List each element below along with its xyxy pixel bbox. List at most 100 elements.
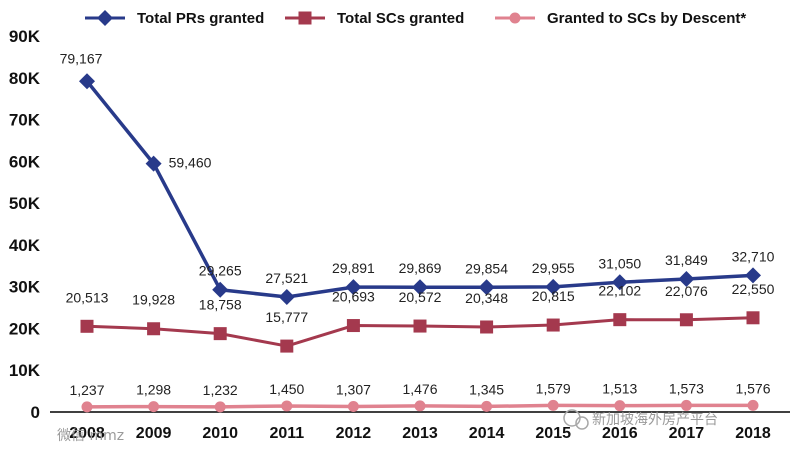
x-tick-label: 2008 bbox=[69, 425, 105, 442]
legend-label: Total PRs granted bbox=[137, 10, 264, 27]
y-tick-label: 20K bbox=[9, 319, 41, 338]
legend-item: Granted to SCs by Descent* bbox=[495, 10, 746, 27]
data-label: 1,307 bbox=[336, 382, 371, 398]
x-tick-label: 2010 bbox=[202, 425, 238, 442]
data-label: 27,521 bbox=[265, 270, 308, 286]
data-label: 1,513 bbox=[602, 381, 637, 397]
data-label: 1,579 bbox=[536, 380, 571, 396]
data-label: 1,298 bbox=[136, 382, 171, 398]
data-point bbox=[346, 319, 360, 333]
data-point bbox=[678, 270, 695, 287]
data-label: 20,348 bbox=[465, 290, 508, 306]
data-label: 29,265 bbox=[199, 263, 242, 279]
y-tick-label: 40K bbox=[9, 236, 41, 255]
data-point bbox=[478, 279, 495, 296]
legend-label: Total SCs granted bbox=[337, 10, 464, 27]
data-point bbox=[145, 155, 162, 172]
data-point bbox=[747, 399, 759, 411]
watermark-layer: 微信 mmz 新加坡海外房产平台 bbox=[57, 409, 718, 444]
data-label: 15,777 bbox=[265, 309, 308, 325]
x-tick-label: 2017 bbox=[669, 425, 705, 442]
data-label-layer: 79,167 59,460 29,265 27,521 29,891 29,869 29,8… bbox=[60, 50, 775, 398]
data-label: 1,232 bbox=[203, 382, 238, 398]
y-tick-label: 80K bbox=[9, 69, 41, 88]
legend-marker bbox=[509, 12, 521, 24]
x-tick-label: 2016 bbox=[602, 425, 638, 442]
data-label: 19,928 bbox=[132, 292, 175, 308]
data-point bbox=[745, 267, 761, 284]
data-point bbox=[81, 401, 93, 413]
data-point bbox=[412, 279, 428, 296]
data-label: 79,167 bbox=[60, 50, 103, 66]
series-layer bbox=[79, 73, 761, 413]
wechat-icon bbox=[563, 409, 589, 430]
data-label: 18,758 bbox=[199, 297, 242, 313]
data-label: 1,576 bbox=[735, 380, 770, 396]
data-label: 20,815 bbox=[532, 288, 575, 304]
data-point bbox=[345, 279, 362, 296]
y-tick-label: 0 bbox=[31, 403, 40, 422]
legend-item: Total SCs granted bbox=[285, 10, 464, 27]
data-label: 59,460 bbox=[169, 155, 212, 171]
data-point bbox=[148, 401, 160, 413]
data-label: 29,854 bbox=[465, 260, 508, 276]
axes: 0 10K 20K 30K 40K 50K 60K 70K 80K 90K 2008 2009 2010… bbox=[9, 27, 790, 442]
data-label: 1,573 bbox=[669, 380, 704, 396]
data-point bbox=[545, 278, 562, 295]
watermark-left: 微信 mmz bbox=[57, 428, 124, 444]
data-point bbox=[414, 400, 426, 412]
data-label: 32,710 bbox=[732, 248, 775, 264]
data-point bbox=[278, 289, 295, 306]
data-point bbox=[680, 399, 692, 411]
series-total-scs-granted bbox=[80, 311, 760, 353]
data-label: 29,891 bbox=[332, 260, 375, 276]
data-point bbox=[280, 339, 294, 353]
data-point bbox=[481, 400, 493, 412]
legend-label: Granted to SCs by Descent* bbox=[547, 10, 746, 27]
x-tick-label: 2018 bbox=[735, 425, 771, 442]
x-tick-label: 2015 bbox=[535, 425, 571, 442]
data-label: 1,237 bbox=[69, 382, 104, 398]
data-label: 29,955 bbox=[532, 260, 575, 276]
legend: Total PRs granted Total SCs granted Grante… bbox=[85, 10, 746, 27]
y-tick-label: 60K bbox=[9, 152, 41, 171]
data-point bbox=[480, 320, 494, 334]
y-tick-label: 10K bbox=[9, 361, 41, 380]
data-label: 20,693 bbox=[332, 289, 375, 305]
legend-marker bbox=[298, 11, 312, 25]
data-point bbox=[79, 73, 95, 90]
data-point bbox=[212, 281, 229, 298]
data-point bbox=[611, 274, 628, 291]
data-point bbox=[546, 318, 560, 332]
data-label: 20,572 bbox=[399, 289, 442, 305]
x-tick-label: 2012 bbox=[336, 425, 372, 442]
data-point bbox=[614, 400, 626, 412]
y-tick-label: 30K bbox=[9, 278, 41, 297]
y-tick-label: 70K bbox=[9, 111, 41, 130]
x-tick-label: 2013 bbox=[402, 425, 438, 442]
legend-item: Total PRs granted bbox=[85, 10, 264, 27]
series-total-prs-granted bbox=[79, 73, 761, 306]
data-label: 22,076 bbox=[665, 283, 708, 299]
x-tick-label: 2011 bbox=[269, 425, 304, 442]
x-tick-label: 2009 bbox=[136, 425, 172, 442]
data-point bbox=[547, 399, 559, 411]
x-tick-label: 2014 bbox=[469, 425, 505, 442]
y-tick-label: 90K bbox=[9, 27, 41, 46]
legend-marker bbox=[97, 10, 113, 26]
data-label: 29,869 bbox=[399, 260, 442, 276]
y-tick-label: 50K bbox=[9, 194, 41, 213]
data-label: 20,513 bbox=[66, 289, 109, 305]
series-scs-by-descent bbox=[81, 399, 759, 413]
data-point bbox=[281, 400, 293, 412]
data-point bbox=[413, 319, 427, 333]
data-label: 31,849 bbox=[665, 252, 708, 268]
data-point bbox=[746, 311, 760, 325]
data-label: 22,102 bbox=[598, 283, 641, 299]
data-label: 31,050 bbox=[598, 255, 641, 271]
data-label: 1,476 bbox=[402, 381, 437, 397]
data-label: 22,550 bbox=[732, 281, 775, 297]
data-point bbox=[213, 327, 227, 341]
